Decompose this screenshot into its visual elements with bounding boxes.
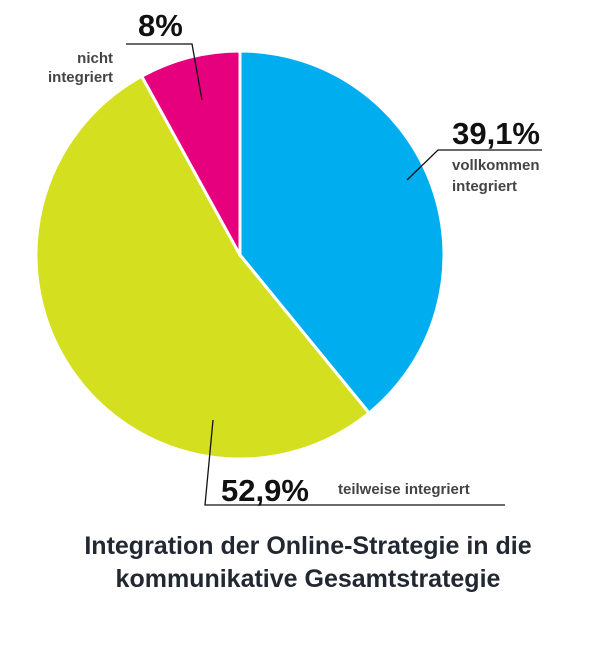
chart-title-line1: Integration der Online-Strategie in die	[84, 532, 532, 560]
leader-line-nicht	[126, 43, 203, 101]
chart-title: Integration der Online-Strategie in die …	[0, 530, 616, 596]
pie-slices	[34, 49, 446, 461]
slice-desc-teilweise: teilweise integriert	[338, 481, 470, 498]
slice-label-teilweise: 52,9%	[221, 473, 309, 508]
slice-desc-nicht-line1: nicht	[77, 50, 113, 67]
slice-label-vollkommen: 39,1%	[452, 116, 540, 151]
slice-label-nicht: 8%	[138, 8, 183, 43]
pie-slice-nicht	[140, 49, 242, 257]
slice-desc-vollkommen-line1: vollkommen	[452, 157, 540, 174]
pie-slice-vollkommen	[238, 49, 446, 415]
pie-slice-teilweise	[34, 74, 371, 461]
slice-desc-vollkommen-line2: integriert	[452, 178, 517, 195]
leader-line-vollkommen	[406, 149, 542, 181]
leader-line-teilweise	[204, 419, 505, 506]
chart-title-line2: kommunikative Gesamtstrategie	[115, 565, 501, 593]
slice-desc-nicht-line2: integriert	[48, 69, 113, 86]
